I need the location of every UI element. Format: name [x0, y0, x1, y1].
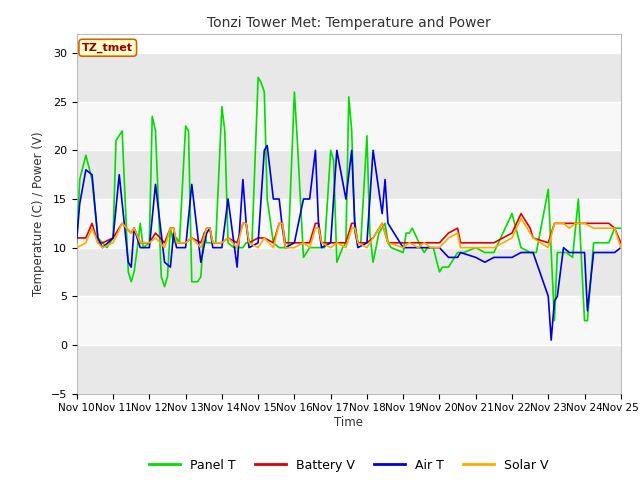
Air T — [264, 143, 271, 148]
Solar V — [243, 220, 250, 226]
Battery V — [94, 240, 102, 246]
Panel T — [218, 104, 226, 109]
Panel T — [550, 318, 558, 324]
Line: Panel T: Panel T — [77, 77, 621, 321]
Solar V — [173, 240, 180, 246]
Legend: Panel T, Battery V, Air T, Solar V: Panel T, Battery V, Air T, Solar V — [144, 454, 554, 477]
Solar V — [617, 245, 625, 251]
Panel T — [175, 240, 183, 246]
Bar — [77, 345, 621, 394]
Panel T — [254, 74, 262, 80]
Bar — [77, 150, 621, 199]
Air T — [526, 250, 534, 255]
Battery V — [617, 240, 625, 246]
Solar V — [239, 220, 247, 226]
Bar — [77, 199, 621, 248]
Bar — [77, 102, 621, 150]
Battery V — [517, 211, 525, 216]
Y-axis label: Temperature (C) / Power (V): Temperature (C) / Power (V) — [32, 132, 45, 296]
Panel T — [345, 94, 353, 100]
Solar V — [73, 245, 81, 251]
Solar V — [275, 220, 283, 226]
Air T — [318, 245, 326, 251]
Air T — [481, 259, 489, 265]
Solar V — [517, 216, 525, 221]
Bar — [77, 296, 621, 345]
Battery V — [245, 240, 253, 246]
Line: Battery V: Battery V — [77, 214, 621, 243]
Air T — [547, 337, 555, 343]
Battery V — [348, 220, 356, 226]
Air T — [99, 245, 106, 251]
Line: Air T: Air T — [77, 145, 621, 340]
Battery V — [278, 220, 286, 226]
Battery V — [291, 240, 298, 246]
Battery V — [73, 235, 81, 241]
Air T — [300, 196, 307, 202]
Line: Solar V: Solar V — [77, 218, 621, 248]
Battery V — [182, 240, 189, 246]
Text: TZ_tmet: TZ_tmet — [82, 43, 133, 53]
Panel T — [532, 250, 540, 255]
Battery V — [243, 220, 250, 226]
Bar — [77, 53, 621, 102]
Air T — [76, 201, 84, 207]
Panel T — [239, 245, 247, 251]
Air T — [73, 235, 81, 241]
Panel T — [617, 225, 625, 231]
Solar V — [342, 245, 349, 251]
Bar — [77, 248, 621, 296]
Air T — [617, 245, 625, 251]
Solar V — [282, 245, 289, 251]
Panel T — [73, 240, 81, 246]
Title: Tonzi Tower Met: Temperature and Power: Tonzi Tower Met: Temperature and Power — [207, 16, 491, 30]
Panel T — [136, 220, 144, 226]
X-axis label: Time: Time — [334, 416, 364, 429]
